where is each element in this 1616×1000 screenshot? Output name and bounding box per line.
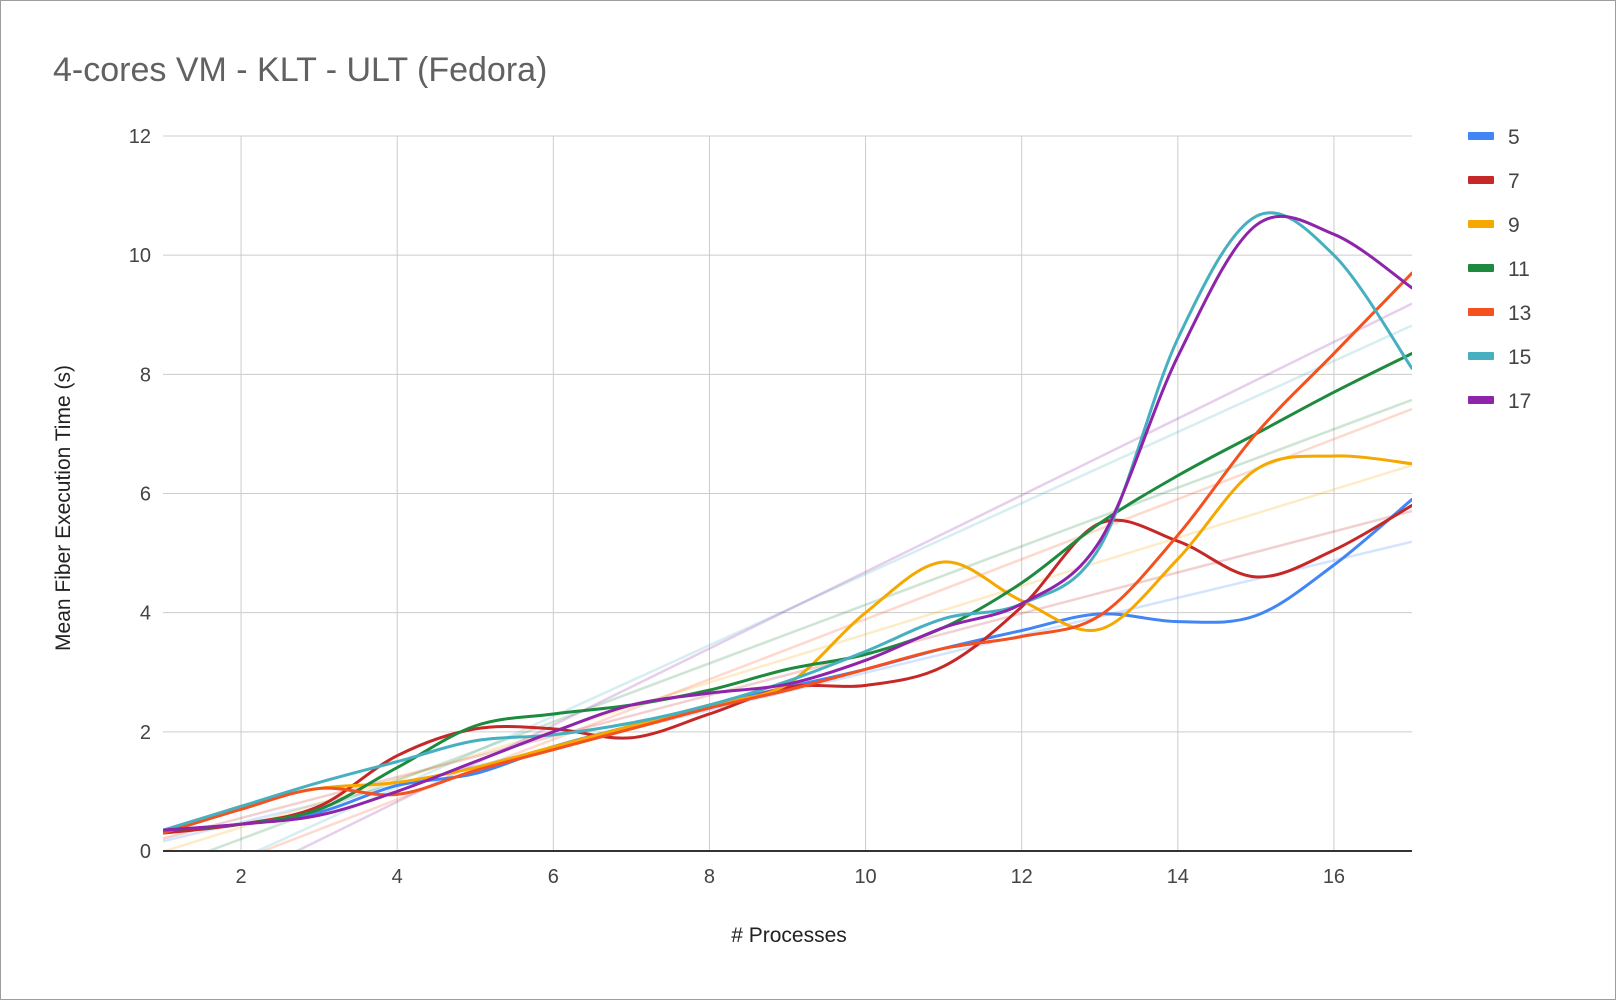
x-axis-title: # Processes [731, 924, 847, 947]
legend-label-9: 9 [1508, 214, 1520, 237]
x-tick-label: 4 [392, 866, 403, 888]
x-tick-label: 6 [548, 866, 559, 888]
x-tick-label: 10 [854, 866, 876, 888]
x-tick-label: 8 [704, 866, 715, 888]
legend-label-11: 11 [1508, 258, 1530, 281]
legend-swatch-9 [1468, 220, 1494, 228]
legend-label-17: 17 [1508, 390, 1531, 413]
x-tick-label: 12 [1011, 866, 1033, 888]
legend-label-7: 7 [1508, 170, 1520, 193]
series-line-9 [163, 454, 1412, 835]
trendline-17 [294, 302, 1412, 851]
trendline-11 [205, 398, 1412, 851]
legend-label-13: 13 [1508, 302, 1531, 325]
series-layer [163, 211, 1412, 835]
series-line-5 [163, 497, 1412, 832]
legend-swatch-5 [1468, 132, 1494, 140]
axis-layer: 0 2 4 6 8 10 12 2 4 6 8 10 12 14 16 [129, 126, 1412, 888]
y-tick-label: 12 [129, 126, 151, 148]
y-tick-label: 2 [140, 722, 151, 744]
series-line-7 [163, 503, 1412, 835]
x-tick-label: 14 [1167, 866, 1189, 888]
series-line-17 [163, 214, 1412, 832]
legend-swatch-15 [1468, 352, 1494, 360]
y-tick-label: 10 [129, 245, 151, 267]
y-tick-label: 4 [140, 603, 151, 625]
legend-swatch-13 [1468, 308, 1494, 316]
legend: 5 7 9 11 13 15 17 [1468, 126, 1531, 413]
y-axis-title: Mean Fiber Execution Time (s) [52, 365, 75, 651]
series-line-15 [163, 211, 1412, 832]
legend-swatch-11 [1468, 264, 1494, 272]
grid-layer [163, 135, 1412, 852]
x-tick-label: 16 [1323, 866, 1345, 888]
legend-label-5: 5 [1508, 126, 1520, 149]
trendline-13 [259, 407, 1412, 851]
series-line-13 [163, 271, 1412, 835]
x-tick-label: 2 [236, 866, 247, 888]
y-tick-label: 6 [140, 484, 151, 506]
legend-label-15: 15 [1508, 346, 1531, 369]
series-line-11 [163, 351, 1412, 832]
y-tick-label: 0 [140, 841, 151, 863]
legend-swatch-17 [1468, 396, 1494, 404]
legend-swatch-7 [1468, 176, 1494, 184]
chart-title: 4-cores VM - KLT - ULT (Fedora) [53, 51, 548, 89]
y-tick-label: 8 [140, 364, 151, 386]
trendline-layer [163, 302, 1412, 851]
